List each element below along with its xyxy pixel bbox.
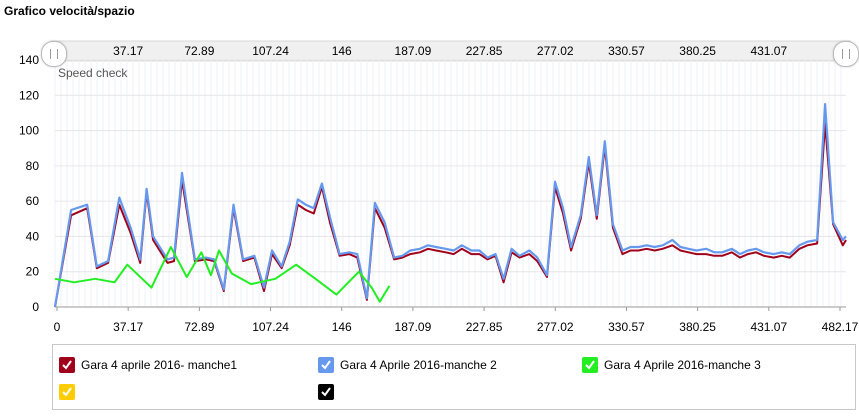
navigator-tick-label: 146 [332, 44, 352, 58]
chart-title: Grafico velocità/spazio [4, 4, 135, 18]
legend-item-manche2[interactable]: Gara 4 Aprile 2016-manche 2 [318, 355, 497, 375]
x-tick-label: 0 [54, 320, 61, 334]
navigator-left-handle[interactable] [41, 41, 67, 67]
x-tick-label: 380.25 [679, 320, 716, 334]
navigator-bar [50, 40, 851, 62]
navigator-tick-label: 37.17 [113, 44, 143, 58]
chart-annotation: Speed check [58, 66, 128, 80]
y-tick-label: 0 [32, 300, 39, 314]
navigator-tick-label: 107.24 [252, 44, 289, 58]
navigator-tick-label: 277.02 [537, 44, 574, 58]
checkbox-icon[interactable] [59, 384, 75, 400]
navigator-tick-label: 227.85 [466, 44, 503, 58]
checkbox-icon[interactable] [59, 357, 75, 373]
x-tick-label: 277.02 [537, 320, 574, 334]
grip-icon [842, 49, 850, 59]
y-tick-label: 60 [26, 194, 40, 208]
y-tick-label: 120 [19, 88, 39, 102]
legend-item-series5[interactable] [318, 382, 340, 402]
navigator-right-handle[interactable] [833, 41, 859, 67]
legend-item-manche1[interactable]: Gara 4 aprile 2016- manche1 [59, 355, 237, 375]
x-tick-label: 37.17 [113, 320, 143, 334]
x-tick-label: 107.24 [252, 320, 289, 334]
y-tick-label: 140 [19, 53, 39, 67]
series-line-3 [54, 246, 391, 303]
navigator-tick-label: 431.07 [750, 44, 787, 58]
navigator-tick-label: 380.25 [679, 44, 716, 58]
series-line-1 [54, 122, 847, 308]
x-tick-label: 482.17 [822, 320, 859, 334]
legend-label: Gara 4 Aprile 2016-manche 2 [340, 358, 497, 372]
checkbox-icon[interactable] [582, 357, 598, 373]
x-tick-label: 187.09 [395, 320, 432, 334]
legend-label: Gara 4 Aprile 2016-manche 3 [604, 358, 761, 372]
x-tick-label: 146 [332, 320, 352, 334]
navigator-tick-label: 72.89 [184, 44, 214, 58]
checkbox-icon[interactable] [318, 384, 334, 400]
legend-item-series4[interactable] [59, 382, 81, 402]
y-tick-label: 80 [26, 159, 40, 173]
x-tick-label: 330.57 [608, 320, 645, 334]
checkbox-icon[interactable] [318, 357, 334, 373]
legend-label: Gara 4 aprile 2016- manche1 [81, 358, 238, 372]
navigator-tick-label: 330.57 [608, 44, 645, 58]
y-tick-label: 40 [26, 229, 40, 243]
grip-icon [50, 49, 58, 59]
series-line-2 [53, 102, 847, 308]
y-tick-label: 20 [26, 265, 40, 279]
y-tick-label: 100 [19, 124, 39, 138]
x-tick-label: 72.89 [184, 320, 214, 334]
x-tick-label: 227.85 [466, 320, 503, 334]
legend-item-manche3[interactable]: Gara 4 Aprile 2016-manche 3 [582, 355, 761, 375]
chart-legend: Gara 4 aprile 2016- manche1 Gara 4 April… [52, 344, 856, 410]
x-tick-label: 431.07 [750, 320, 787, 334]
navigator-tick-label: 187.09 [395, 44, 432, 58]
